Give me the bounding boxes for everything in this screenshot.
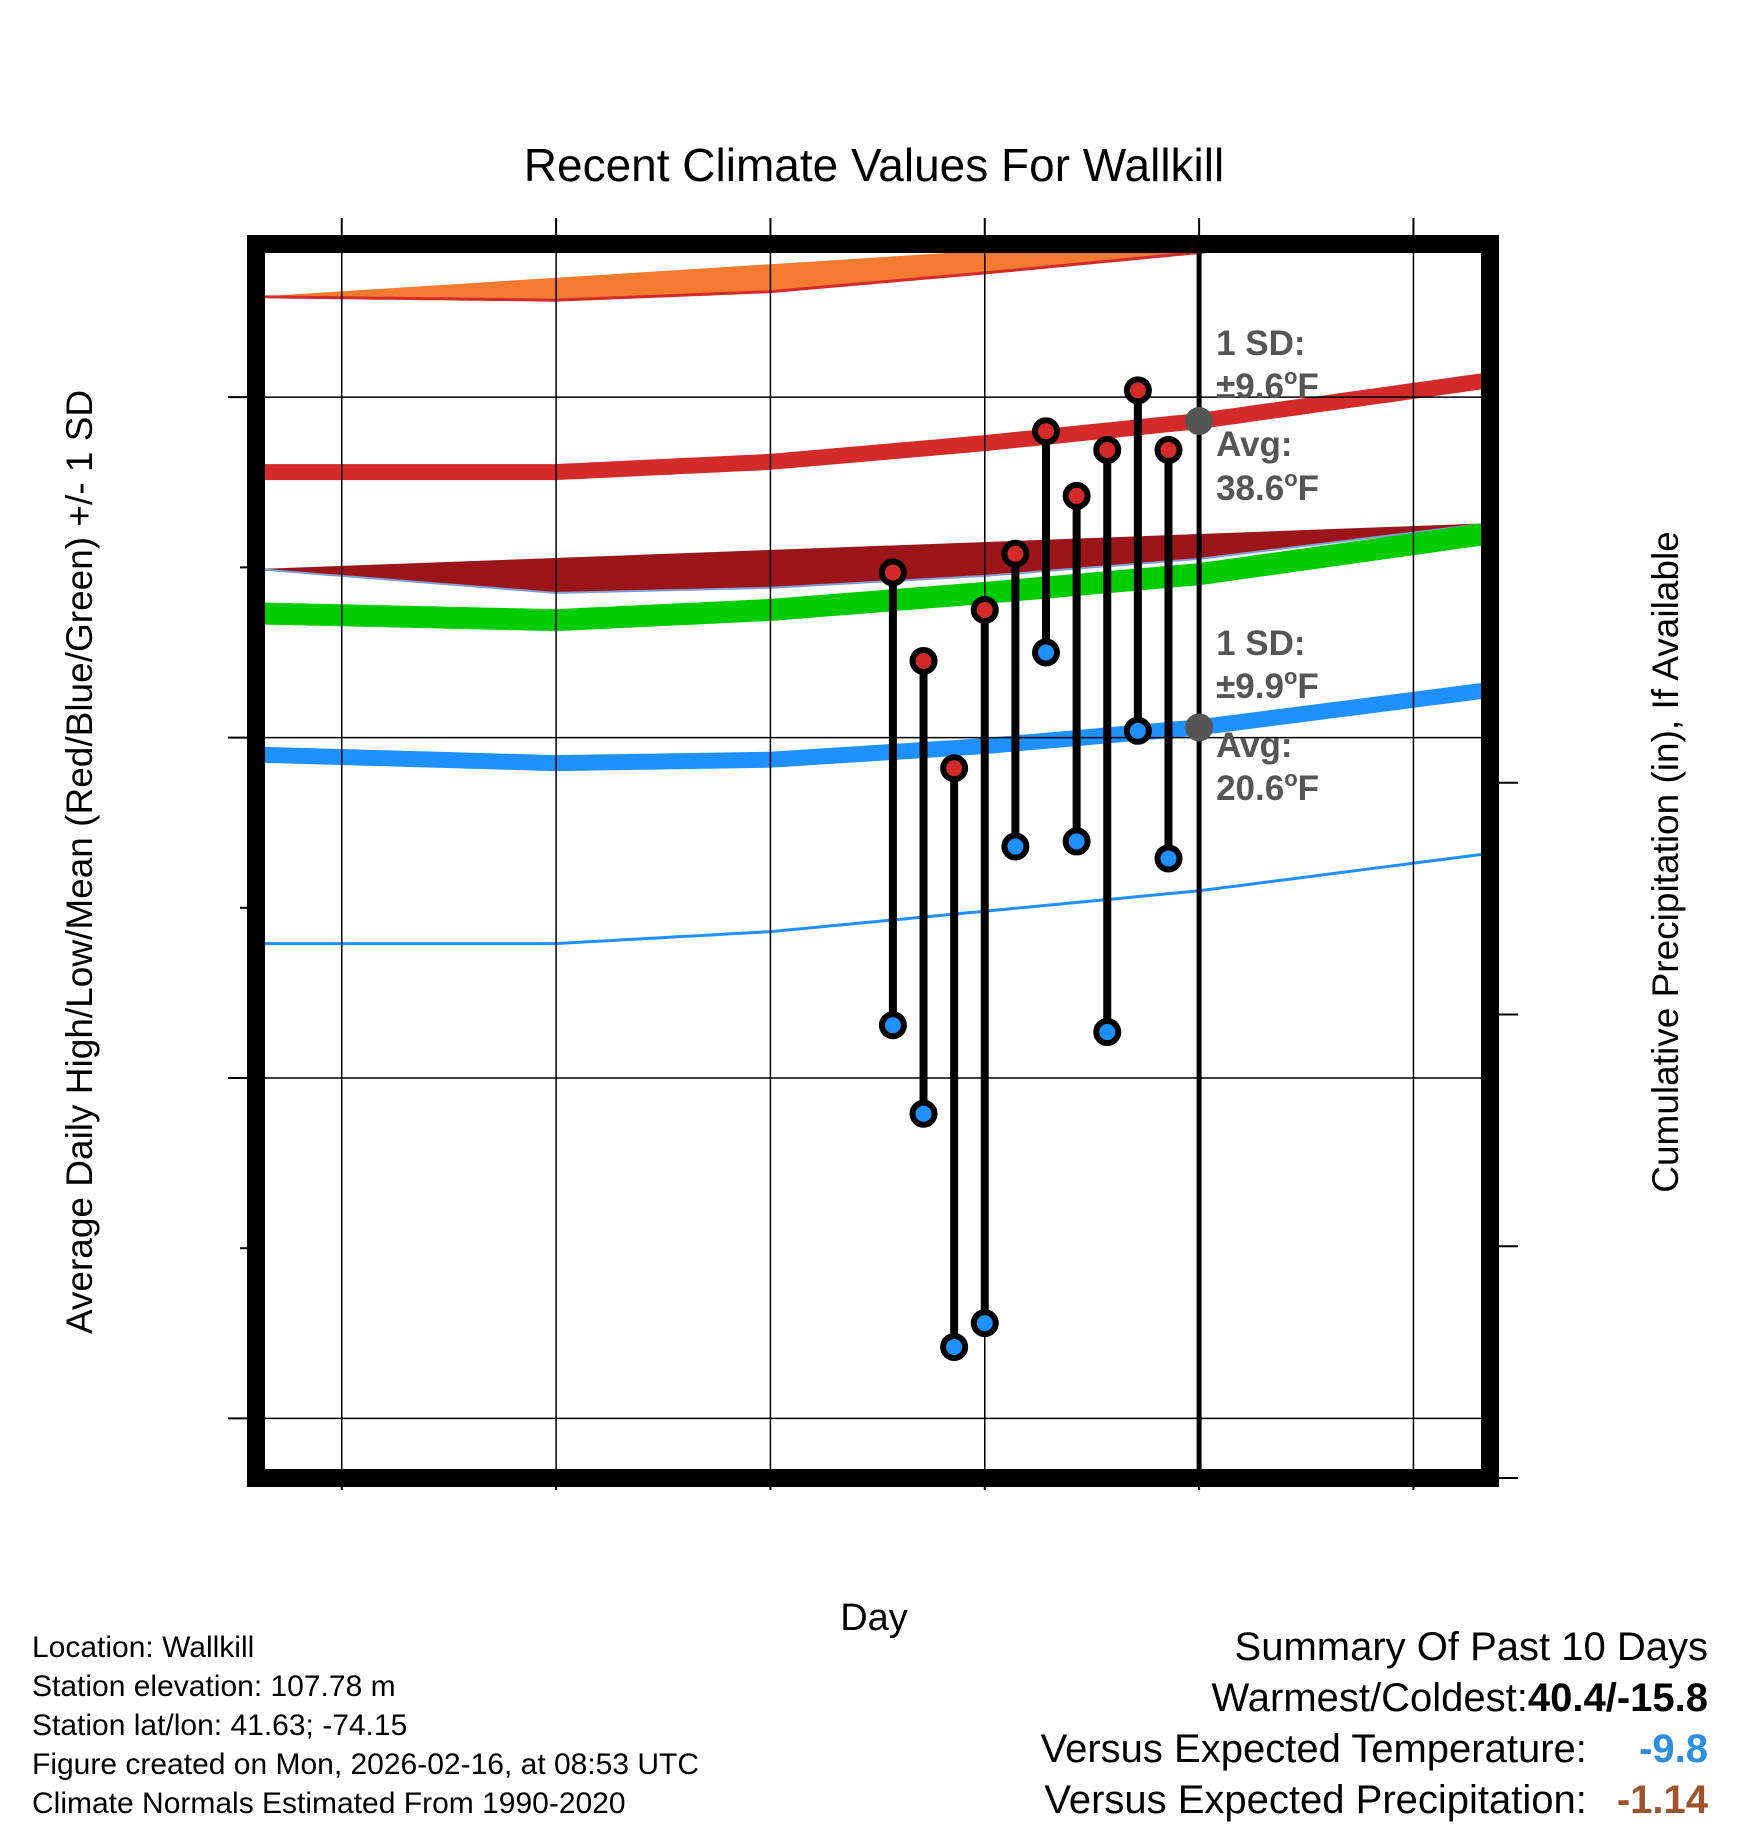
obs-low-point — [1093, 1018, 1122, 1047]
high-avg-value: 38.6oF — [1216, 466, 1319, 508]
obs-high-point — [1062, 481, 1091, 510]
plot-frame — [247, 235, 1499, 1487]
unit-mark: F — [1297, 667, 1318, 706]
low-avg-value-value: 20.6 — [1216, 769, 1284, 808]
location-text: Location: Wallkill — [32, 1631, 255, 1664]
station-info: Location: Wallkill Station elevation: 10… — [32, 1628, 699, 1823]
unit-mark: F — [1297, 367, 1318, 406]
obs-high-point — [940, 754, 969, 783]
low-sd-value-value: ±9.9 — [1216, 667, 1284, 706]
summary-panel: Summary Of Past 10 Days Warmest/Coldest:… — [1041, 1622, 1708, 1826]
low-avg-label: Avg: — [1216, 726, 1292, 765]
degree-mark: o — [1284, 664, 1297, 689]
obs-high-point — [1093, 435, 1122, 464]
high-avg-label-value: Avg: — [1216, 425, 1292, 464]
summary-warm-cold: Warmest/Coldest: 40.4/-15.8 — [1041, 1673, 1708, 1724]
elevation-text: Station elevation: 107.78 m — [32, 1670, 396, 1703]
high-sd-value: ±9.6oF — [1216, 364, 1319, 406]
high-sd-value-value: ±9.6 — [1216, 367, 1284, 406]
chart-title: Recent Climate Values For Wallkill — [524, 139, 1224, 191]
obs-low-point — [940, 1332, 969, 1361]
obs-high-point — [1154, 435, 1183, 464]
low-sd-label: 1 SD: — [1216, 624, 1305, 663]
vs-precip-value: -1.14 — [1616, 1778, 1708, 1822]
obs-low-point — [1062, 827, 1091, 856]
grid-lines — [256, 244, 1490, 1478]
normal-mean-line — [255, 522, 1490, 632]
low-upper-line — [255, 522, 1489, 594]
warm-cold-value: 40.4/-15.8 — [1527, 1676, 1708, 1720]
today-low-avg-point — [1185, 713, 1214, 742]
low-lower-line — [256, 852, 1489, 946]
degree-mark: o — [1284, 466, 1297, 491]
axes — [228, 218, 1518, 1490]
high-sd-band — [256, 245, 1264, 301]
obs-low-point — [970, 1309, 999, 1338]
obs-low-point — [1154, 844, 1183, 873]
degree-mark: o — [1284, 364, 1297, 389]
latlon-text: Station lat/lon: 41.63; -74.15 — [32, 1709, 408, 1742]
obs-low-point — [1123, 716, 1152, 745]
obs-low-point — [1001, 832, 1030, 861]
high-sd-label: 1 SD: — [1216, 324, 1305, 363]
obs-high-point — [909, 647, 938, 676]
degree-mark: o — [1284, 766, 1297, 791]
unit-mark: F — [1298, 769, 1319, 808]
high-avg-label: Avg: — [1216, 425, 1292, 464]
low-avg-value: 20.6oF — [1216, 766, 1319, 808]
vs-temp-value: -9.8 — [1639, 1727, 1708, 1771]
y-axis-left-label: Average Daily High/Low/Mean (Red/Blue/Gr… — [59, 390, 100, 1334]
unit-mark: F — [1298, 469, 1319, 508]
summary-title: Summary Of Past 10 Days — [1234, 1625, 1708, 1669]
obs-high-point — [1001, 539, 1030, 568]
normals-text: Climate Normals Estimated From 1990-2020 — [32, 1787, 626, 1820]
obs-low-point — [1032, 638, 1061, 667]
low-sd-value: ±9.9oF — [1216, 664, 1319, 706]
normal-low-line — [255, 682, 1490, 772]
vs-temp-label: Versus Expected Temperature: — [1040, 1727, 1587, 1771]
band-overlap — [256, 523, 1489, 593]
obs-high-point — [1123, 376, 1152, 405]
summary-vs-precip: Versus Expected Precipitation: -1.14 — [1041, 1775, 1708, 1826]
today-high-avg-point — [1185, 407, 1214, 436]
obs-low-point — [909, 1099, 938, 1128]
low-sd-label-value: 1 SD: — [1216, 624, 1305, 663]
low-avg-label-value: Avg: — [1216, 726, 1292, 765]
summary-vs-temp: Versus Expected Temperature: -9.8 — [1041, 1724, 1708, 1775]
normal-bands — [255, 245, 1490, 946]
y-axis-right-label: Cumulative Precipitation (in), If Availa… — [1645, 531, 1686, 1193]
x-axis-label: Day — [840, 1597, 908, 1639]
high-avg-value-value: 38.6 — [1216, 469, 1284, 508]
high-upper-line — [255, 245, 1276, 302]
observations — [878, 376, 1183, 1361]
obs-high-point — [878, 558, 907, 587]
normal-high-line — [256, 372, 1490, 481]
warm-cold-label: Warmest/Coldest: — [1211, 1676, 1528, 1720]
high-sd-label-value: 1 SD: — [1216, 324, 1305, 363]
created-text: Figure created on Mon, 2026-02-16, at 08… — [32, 1748, 700, 1781]
vs-precip-label: Versus Expected Precipitation: — [1044, 1778, 1587, 1822]
obs-low-point — [878, 1011, 907, 1040]
obs-high-point — [1032, 417, 1061, 446]
obs-high-point — [970, 595, 999, 624]
